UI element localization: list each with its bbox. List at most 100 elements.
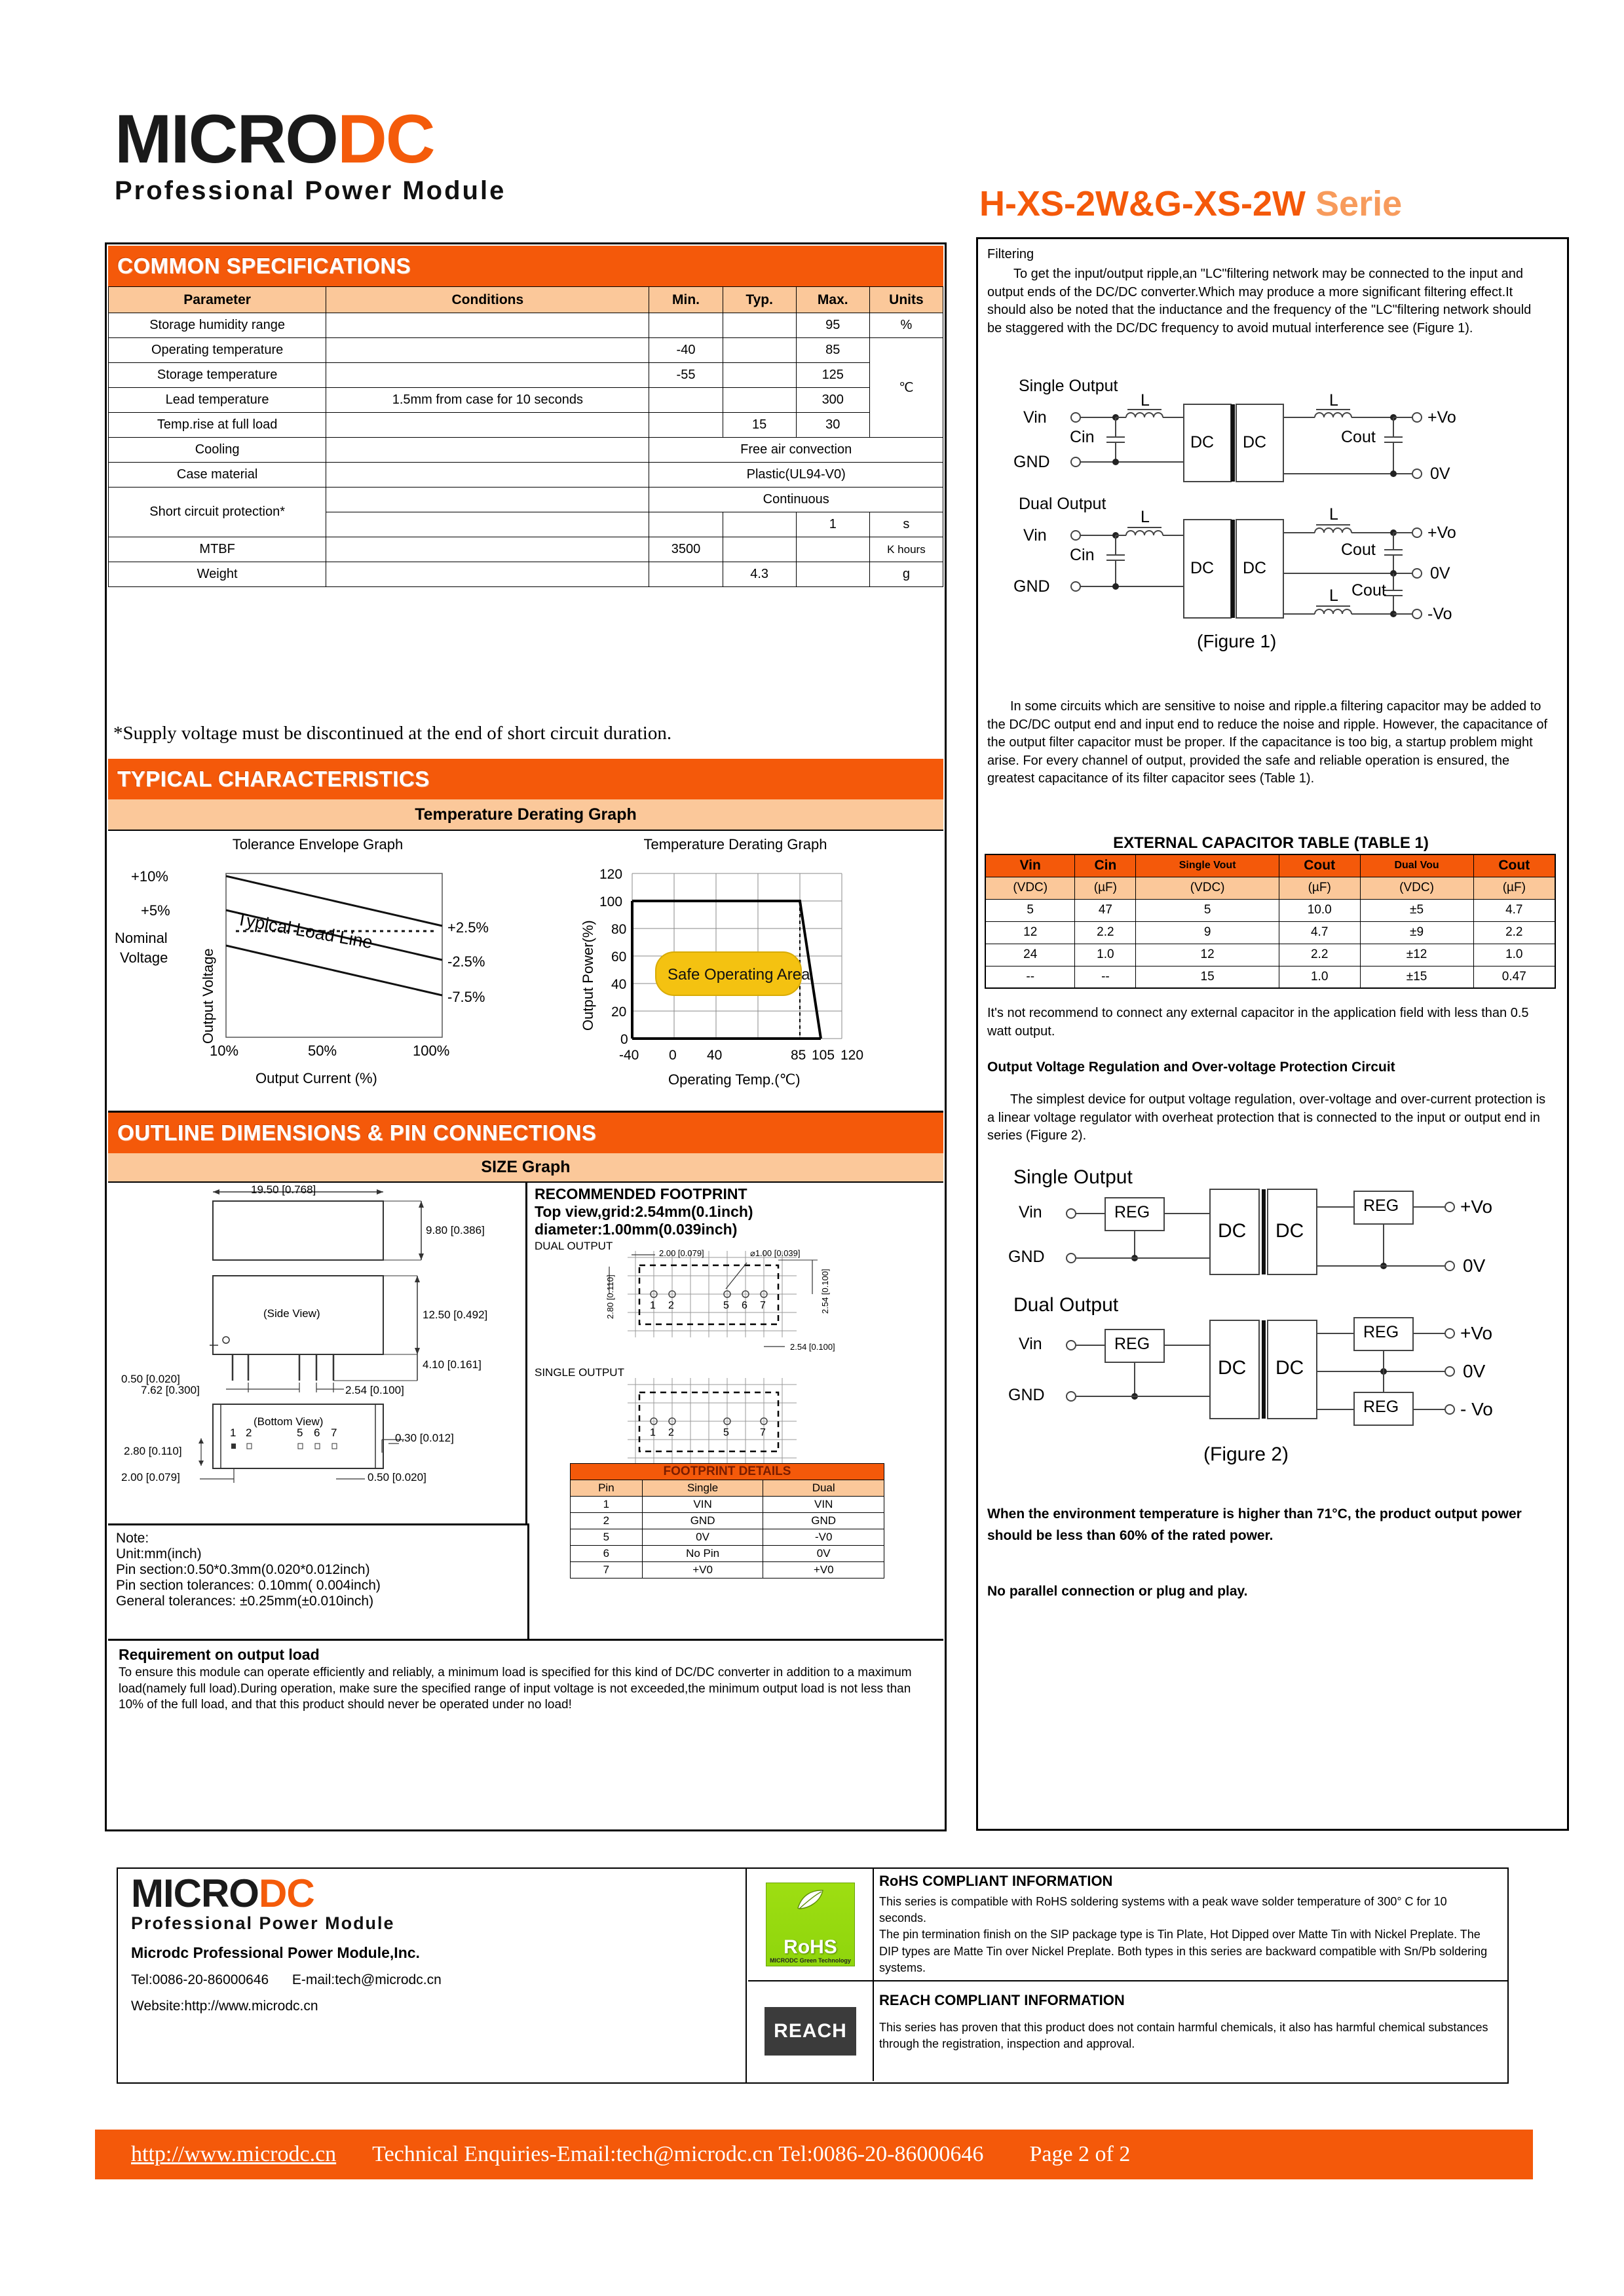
reach-row: REACH REACH COMPLIANT INFORMATION This s… bbox=[748, 1981, 1509, 2082]
chart-title: Temperature Derating Graph bbox=[643, 836, 827, 852]
cell-dual-vout: ±12 bbox=[1359, 943, 1474, 966]
dim-height-side: 12.50 [0.492] bbox=[423, 1309, 488, 1321]
cell-cout-dual: 2.2 bbox=[1473, 921, 1556, 944]
note-title: Note: bbox=[116, 1531, 149, 1546]
fig2-reg-label: REG bbox=[1363, 1196, 1399, 1215]
svg-text:20: 20 bbox=[611, 1004, 626, 1020]
recommended-footprint: RECOMMENDED FOOTPRINT Top view,grid:2.54… bbox=[529, 1183, 943, 1578]
cell-parameter: Operating temperature bbox=[107, 337, 327, 363]
cell-min bbox=[649, 562, 723, 587]
chart-xlabel: Output Current (%) bbox=[255, 1070, 377, 1086]
chart-annotation: Typical Load Line bbox=[235, 909, 374, 952]
fig2d-vin-label: Vin bbox=[1019, 1335, 1042, 1353]
cell-conditions bbox=[326, 313, 650, 338]
dim-width: 19.50 [0.768] bbox=[251, 1183, 316, 1196]
note-line: General tolerances: ±0.25mm(±0.010inch) bbox=[116, 1594, 374, 1609]
fig2d-gnd-label: GND bbox=[1008, 1386, 1045, 1404]
unit-dual-vout: (VDC) bbox=[1359, 876, 1474, 900]
size-graph-subbar: SIZE Graph bbox=[108, 1153, 943, 1183]
short-circuit-footnote: *Supply voltage must be discontinued at … bbox=[113, 723, 672, 744]
svg-text:120: 120 bbox=[599, 867, 622, 882]
cell-cin: 2.2 bbox=[1074, 921, 1137, 944]
fig2-dual-output-label: Dual Output bbox=[1013, 1294, 1119, 1316]
svg-text:5: 5 bbox=[723, 1427, 729, 1438]
outline-note-box: Note: Unit:mm(inch) Pin section:0.50*0.3… bbox=[108, 1523, 529, 1639]
cell-vin: 5 bbox=[985, 898, 1076, 922]
dim-pin-width: 0.50 [0.020] bbox=[121, 1373, 180, 1385]
cell-conditions bbox=[326, 537, 650, 562]
table-row: Temp.rise at full load 15 30 bbox=[107, 412, 943, 438]
fig2-vo-pos-label: +Vo bbox=[1460, 1196, 1493, 1217]
col-units: Units bbox=[869, 286, 944, 313]
cell-pin: 6 bbox=[570, 1545, 643, 1562]
cell-dual-vout: ±15 bbox=[1359, 965, 1474, 989]
svg-text:Voltage: Voltage bbox=[120, 949, 168, 966]
cell-min bbox=[649, 512, 723, 537]
fig2-vo-zero-label: 0V bbox=[1463, 1255, 1486, 1276]
figure-2-caption: (Figure 2) bbox=[1203, 1444, 1289, 1465]
logo-dc-text: DC bbox=[337, 101, 436, 178]
cell-max: 95 bbox=[795, 313, 870, 338]
col-dual: Dual bbox=[763, 1480, 884, 1497]
rohs-body-2: The pin termination finish on the SIP pa… bbox=[879, 1928, 1488, 1974]
fig1d-dc-label: DC bbox=[1190, 559, 1215, 577]
capacitor-note: It's not recommend to connect any extern… bbox=[987, 1006, 1529, 1039]
fig2d-reg-label: REG bbox=[1114, 1335, 1150, 1353]
table-row: Lead temperature 1.5mm from case for 10 … bbox=[107, 387, 943, 413]
fig1-vo-zero-label: 0V bbox=[1430, 465, 1450, 483]
table-units-row: (VDC) (µF) (VDC) (µF) (VDC) (µF) bbox=[985, 876, 1556, 900]
fp-dim-254-horizontal: 2.54 [0.100] bbox=[790, 1342, 835, 1352]
table-row: 6 No Pin 0V bbox=[570, 1545, 884, 1562]
unit-cout-single: (µF) bbox=[1278, 876, 1361, 900]
footer-url[interactable]: http://www.microdc.cn bbox=[131, 2142, 337, 2166]
dim-pin-length: 4.10 [0.161] bbox=[423, 1358, 482, 1371]
cell-min bbox=[649, 313, 723, 338]
cell-pin: 7 bbox=[570, 1561, 643, 1578]
pin-number: 1 bbox=[230, 1426, 236, 1439]
cell-parameter: Cooling bbox=[107, 437, 327, 463]
table-row: 12 2.2 9 4.7 ±9 2.2 bbox=[985, 921, 1556, 944]
reach-badge-text: REACH bbox=[774, 2020, 847, 2042]
note-line: Pin section tolerances: 0.10mm( 0.004inc… bbox=[116, 1578, 381, 1593]
table-row: Cooling Free air convection bbox=[107, 437, 943, 463]
cell-cin: -- bbox=[1074, 965, 1137, 989]
table-row: Weight 4.3 g bbox=[107, 562, 944, 587]
svg-text:+2.5%: +2.5% bbox=[447, 919, 489, 936]
table-header-row: Parameter Conditions Min. Typ. Max. Unit… bbox=[107, 286, 944, 313]
warning-temperature: When the environment temperature is high… bbox=[987, 1506, 1522, 1543]
cell-conditions bbox=[326, 337, 650, 363]
fig1d-cin-label: Cin bbox=[1070, 546, 1095, 564]
cell-typ: 15 bbox=[722, 412, 797, 438]
outline-dimensions-header: OUTLINE DIMENSIONS & PIN CONNECTIONS bbox=[108, 1113, 943, 1153]
cell-cout-dual: 4.7 bbox=[1473, 898, 1556, 922]
cell-min: 3500 bbox=[649, 537, 723, 562]
cell-cin: 1.0 bbox=[1074, 943, 1137, 966]
fig2d-reg-label: REG bbox=[1363, 1323, 1399, 1341]
col-conditions: Conditions bbox=[326, 286, 650, 313]
cell-max: 1 bbox=[795, 512, 870, 537]
cell-parameter: Short circuit protection* bbox=[107, 487, 327, 537]
svg-text:105: 105 bbox=[812, 1048, 835, 1063]
fig1d-vo-neg-label: -Vo bbox=[1427, 605, 1452, 623]
footprint-details-table: FOOTPRINT DETAILS Pin Single Dual 1 VIN … bbox=[570, 1463, 884, 1578]
dim-edge-200: 2.00 [0.079] bbox=[121, 1471, 180, 1483]
logo-subtitle: Professional Power Module bbox=[115, 176, 506, 205]
fig2-dc-label: DC bbox=[1275, 1220, 1304, 1242]
fig2-reg-label: REG bbox=[1114, 1203, 1150, 1221]
footprint-heading: RECOMMENDED FOOTPRINT bbox=[535, 1185, 747, 1202]
logo-plus-icon: + bbox=[504, 108, 540, 175]
rohs-badge-sub: MICRODC Green Technology bbox=[770, 1957, 851, 1964]
svg-text:7: 7 bbox=[760, 1300, 766, 1311]
table-row: Storage humidity range 95 % bbox=[107, 313, 944, 338]
cell-max: 300 bbox=[795, 387, 870, 413]
table-row: 24 1.0 12 2.2 ±12 1.0 bbox=[985, 943, 1556, 966]
pin-number: 7 bbox=[331, 1426, 337, 1439]
fig1d-gnd-label: GND bbox=[1013, 577, 1050, 596]
col-cout-single: Cout bbox=[1278, 854, 1361, 877]
fig2-vin-label: Vin bbox=[1019, 1203, 1042, 1221]
rohs-badge-cell: RoHS MICRODC Green Technology bbox=[748, 1869, 874, 1980]
cell-min: -40 bbox=[649, 337, 723, 363]
cell-dual-vout: ±9 bbox=[1359, 921, 1474, 944]
table-row: -- -- 15 1.0 ±15 0.47 bbox=[985, 965, 1556, 989]
